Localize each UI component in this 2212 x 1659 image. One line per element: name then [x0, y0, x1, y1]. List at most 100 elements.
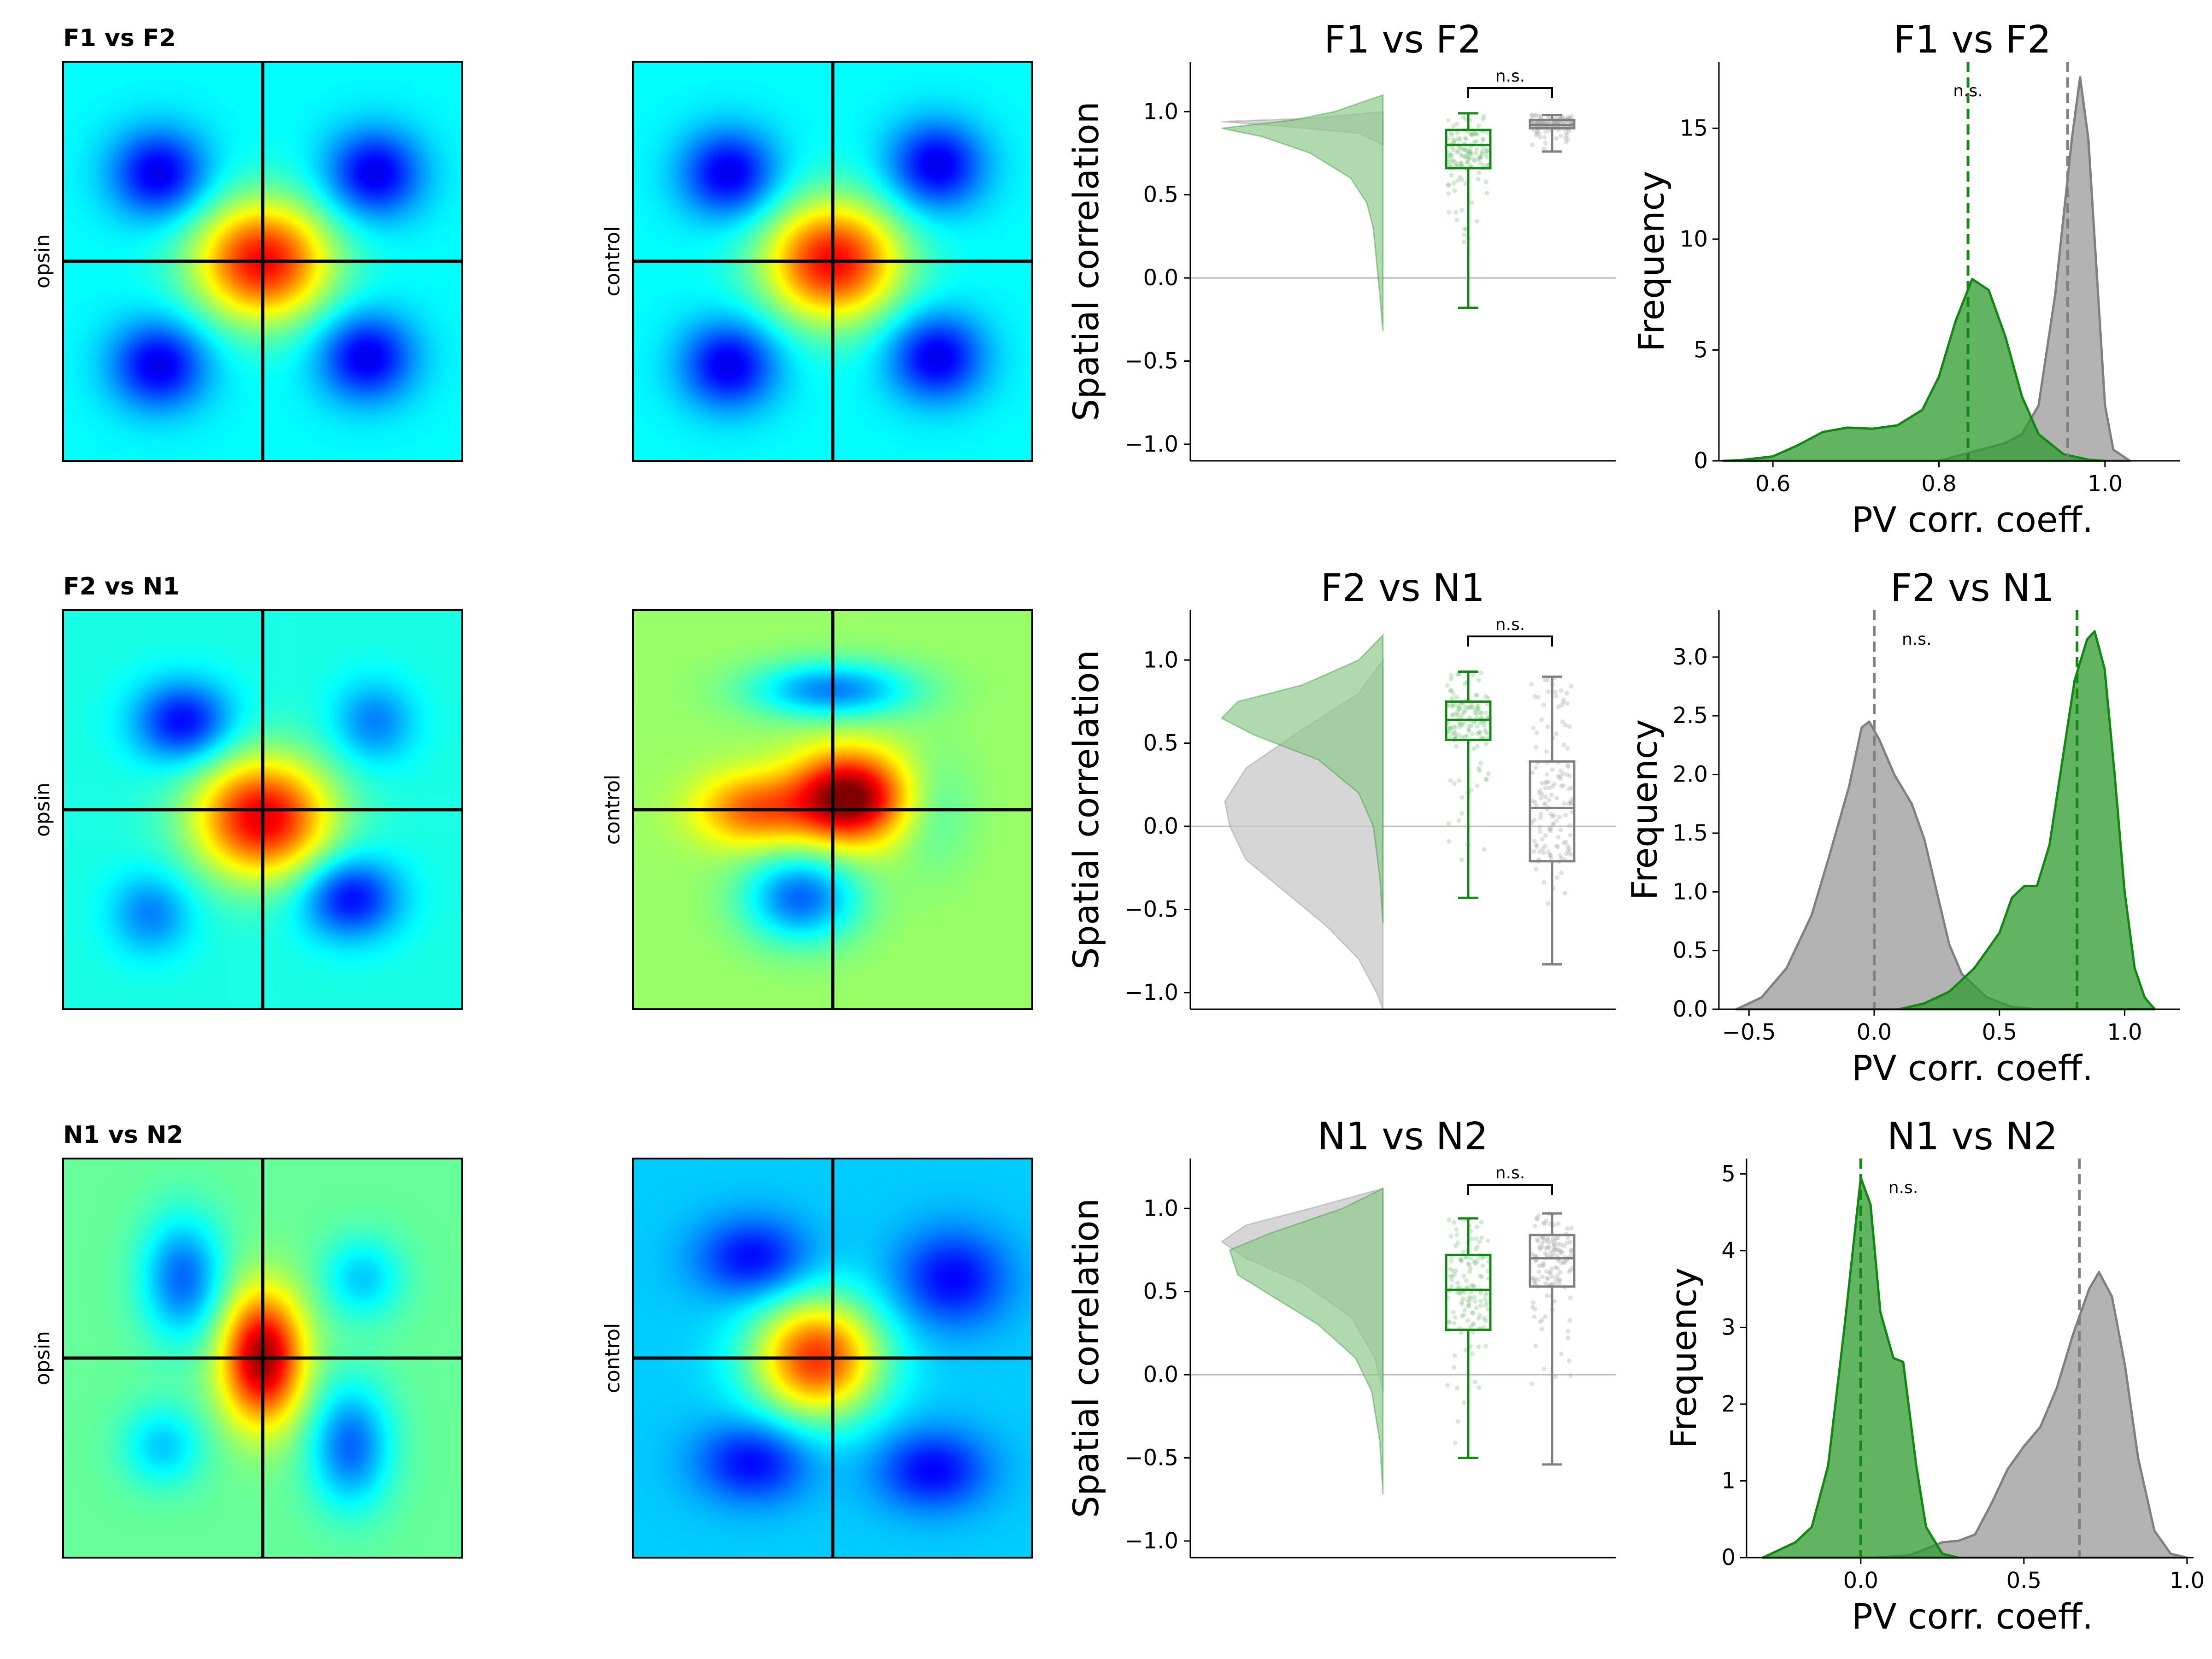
point: [1476, 1344, 1481, 1349]
point: [1464, 147, 1469, 152]
point: [1550, 1274, 1555, 1279]
point: [1568, 1240, 1573, 1245]
point: [1537, 1244, 1542, 1249]
point: [1567, 774, 1572, 779]
point: [1566, 1359, 1571, 1364]
point: [1563, 135, 1568, 141]
point: [1458, 1257, 1463, 1262]
pv-histogram-panel: F1 vs F2 Frequency PV corr. coeff. 0 5 10 1…: [1631, 18, 2180, 540]
map-frame: [632, 61, 1033, 462]
hist-title: F2 vs N1: [1890, 566, 2054, 610]
point: [1564, 691, 1569, 696]
point: [1455, 161, 1460, 166]
point: [1463, 704, 1468, 709]
point: [1567, 1318, 1572, 1323]
significance: n.s.: [1467, 1164, 1553, 1195]
point: [1446, 151, 1451, 156]
hist-title: F1 vs F2: [1894, 18, 2051, 62]
sig-bracket: [1467, 1184, 1553, 1195]
point: [1457, 705, 1462, 710]
point: [1479, 1275, 1484, 1280]
point: [1474, 693, 1479, 698]
point: [1540, 1241, 1545, 1246]
point: [1462, 1400, 1467, 1405]
point: [1480, 1263, 1485, 1268]
density-control: [1876, 1271, 2188, 1559]
point: [1475, 783, 1480, 788]
point: [1469, 723, 1474, 728]
point: [1453, 744, 1459, 749]
point: [1462, 155, 1467, 160]
point: [1556, 835, 1561, 840]
point: [1486, 771, 1491, 776]
point: [1559, 1242, 1564, 1247]
point: [1466, 150, 1471, 155]
point: [1532, 1278, 1537, 1283]
point: [1450, 137, 1455, 142]
point: [1468, 1296, 1473, 1301]
control-map-panel: control: [601, 61, 1033, 462]
point: [1559, 870, 1564, 875]
point: [1475, 731, 1480, 736]
point: [1450, 1274, 1455, 1279]
boxes: [1445, 112, 1576, 309]
point: [1477, 729, 1482, 735]
point: [1477, 170, 1482, 175]
point: [1459, 712, 1465, 717]
point: [1478, 1299, 1483, 1304]
point: [1445, 1382, 1450, 1388]
scatter-points: [1445, 1211, 1575, 1446]
point: [1472, 1379, 1477, 1384]
point: [1543, 781, 1548, 786]
point: [1543, 1281, 1548, 1286]
point: [1452, 1321, 1457, 1326]
point: [1466, 728, 1471, 733]
point: [1477, 768, 1482, 773]
box-opsin: [1445, 1253, 1492, 1331]
point: [1551, 120, 1556, 125]
point: [1450, 704, 1455, 709]
point: [1458, 137, 1463, 142]
point: [1476, 176, 1481, 182]
point: [1548, 1249, 1553, 1254]
point: [1565, 848, 1571, 853]
point: [1449, 688, 1454, 693]
point: [1543, 1314, 1548, 1319]
y-tick-label: −1.0: [1124, 980, 1178, 1006]
point: [1471, 1259, 1477, 1264]
y-tick-label: 0.5: [1673, 938, 1708, 964]
sig-label: n.s.: [1495, 615, 1525, 634]
point: [1560, 771, 1565, 776]
point: [1554, 136, 1559, 141]
point: [1483, 1303, 1488, 1308]
point: [1541, 1261, 1546, 1266]
violin-opsin: [1229, 1187, 1384, 1494]
point: [1555, 1241, 1560, 1247]
point: [1568, 1268, 1573, 1273]
point: [1550, 1282, 1555, 1287]
point: [1482, 847, 1487, 852]
point: [1453, 1441, 1458, 1446]
point: [1483, 1297, 1488, 1302]
x-tick-label: 0.5: [1982, 1019, 2017, 1045]
point: [1445, 683, 1450, 688]
point: [1458, 706, 1463, 711]
point: [1532, 1281, 1537, 1286]
point: [1463, 135, 1468, 141]
point: [1483, 727, 1488, 732]
point: [1565, 772, 1570, 777]
point: [1454, 1232, 1459, 1237]
point: [1547, 827, 1552, 832]
point: [1559, 1351, 1564, 1356]
point: [1552, 813, 1557, 818]
point: [1548, 1270, 1553, 1275]
point: [1529, 682, 1534, 687]
point: [1447, 726, 1453, 731]
point: [1472, 131, 1477, 136]
point: [1533, 113, 1538, 118]
point: [1447, 725, 1453, 730]
point: [1470, 1284, 1475, 1289]
point: [1447, 735, 1453, 740]
point: [1545, 1245, 1550, 1250]
x-tick-label: 1.0: [2170, 1568, 2205, 1594]
